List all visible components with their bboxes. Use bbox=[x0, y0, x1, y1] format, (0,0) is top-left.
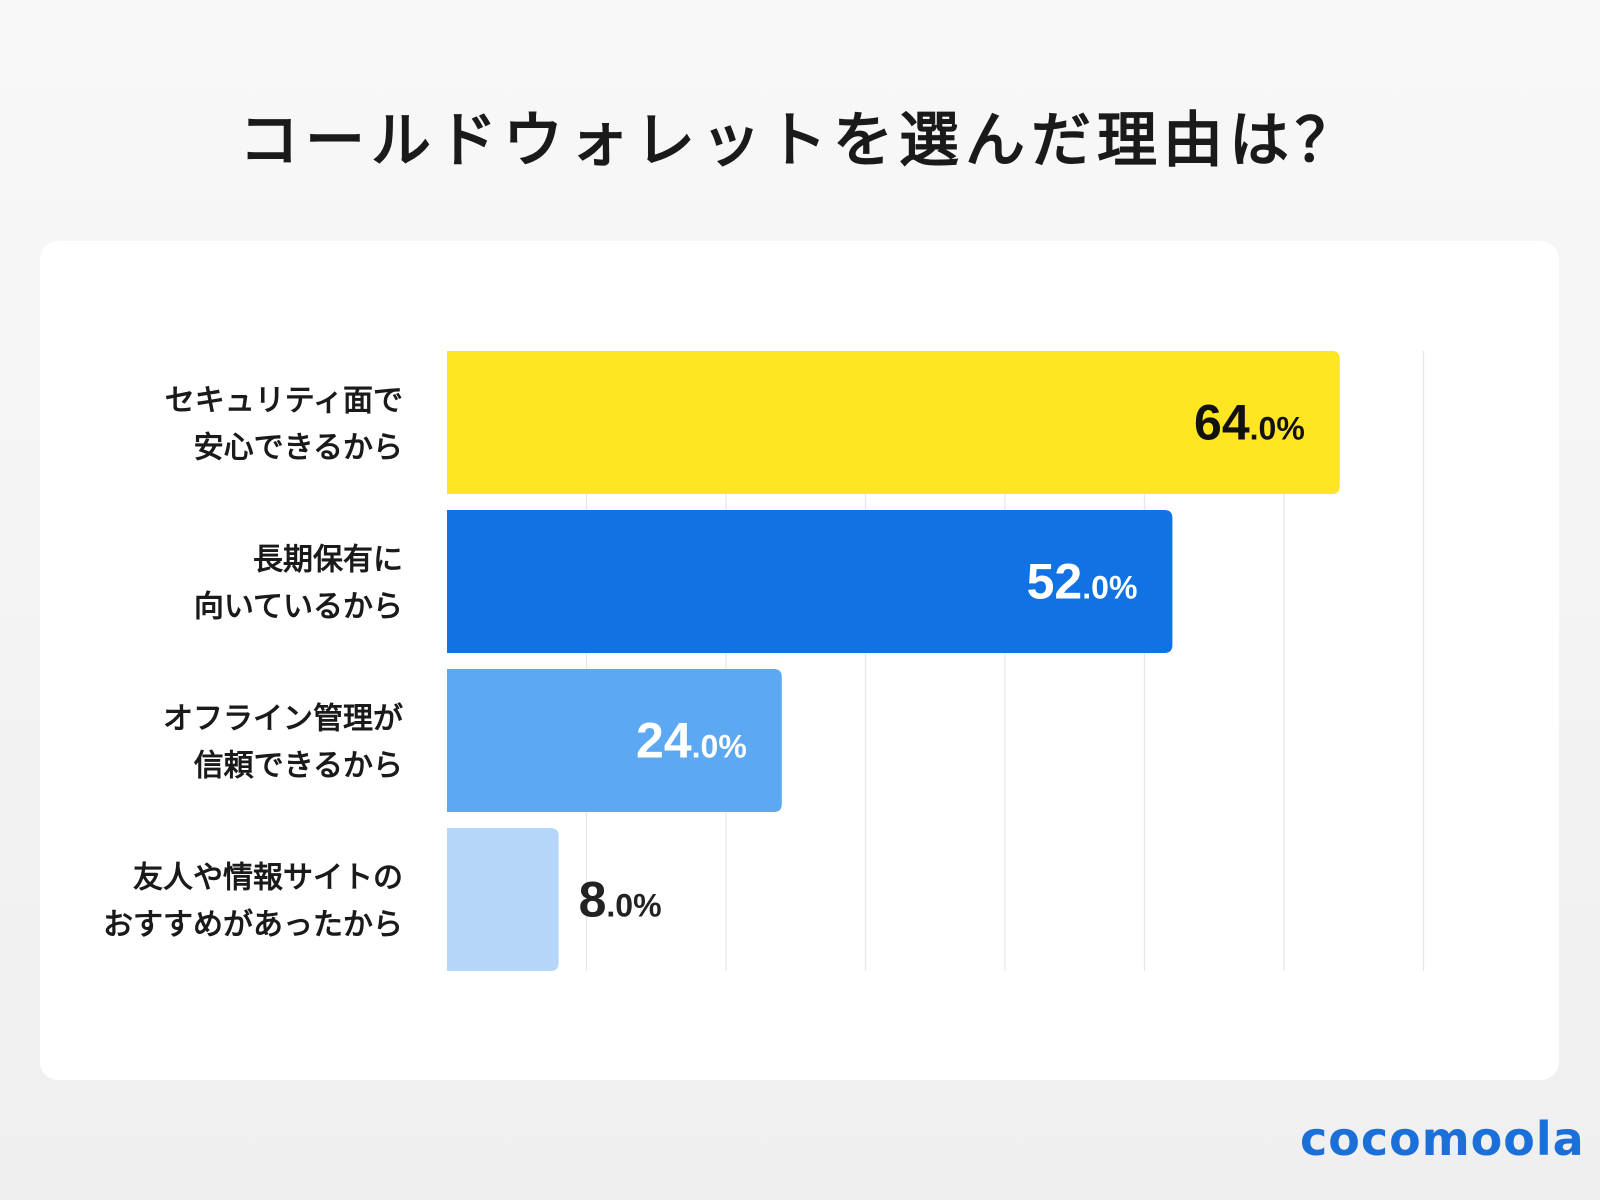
category-label-line: おすすめがあったから bbox=[103, 908, 403, 943]
bar bbox=[447, 510, 1173, 653]
chart-title: コールドウォレットを選んだ理由は？ bbox=[239, 106, 1361, 176]
value-label: 24.0% bbox=[636, 713, 747, 769]
bar bbox=[447, 669, 782, 812]
category-label-line: セキュリティ面で bbox=[165, 384, 403, 419]
category-label: オフライン管理が信頼できるから bbox=[163, 702, 403, 784]
category-label-line: 友人や情報サイトの bbox=[133, 861, 403, 896]
category-label: 友人や情報サイトのおすすめがあったから bbox=[103, 861, 403, 943]
value-decimal: .0% bbox=[606, 888, 661, 924]
category-label: 長期保有に向いているから bbox=[194, 543, 403, 625]
category-label: セキュリティ面で安心できるから bbox=[165, 384, 403, 466]
bar bbox=[447, 828, 559, 971]
value-integer: 64 bbox=[1194, 395, 1250, 451]
category-label-line: オフライン管理が bbox=[163, 702, 403, 737]
value-label: 8.0% bbox=[579, 872, 662, 928]
category-label-line: 安心できるから bbox=[194, 431, 403, 466]
value-integer: 52 bbox=[1027, 554, 1083, 610]
bar bbox=[447, 351, 1340, 494]
category-label-line: 長期保有に bbox=[253, 543, 403, 578]
value-decimal: .0% bbox=[1250, 411, 1305, 447]
value-integer: 24 bbox=[636, 713, 692, 769]
value-label: 52.0% bbox=[1027, 554, 1138, 610]
category-label-line: 向いているから bbox=[194, 590, 403, 625]
value-decimal: .0% bbox=[1082, 570, 1137, 606]
cocomoola-logo: cocomoola bbox=[1300, 1112, 1585, 1166]
value-integer: 8 bbox=[579, 872, 607, 928]
category-label-line: 信頼できるから bbox=[194, 749, 403, 784]
value-label: 64.0% bbox=[1194, 395, 1305, 451]
value-decimal: .0% bbox=[692, 729, 747, 765]
